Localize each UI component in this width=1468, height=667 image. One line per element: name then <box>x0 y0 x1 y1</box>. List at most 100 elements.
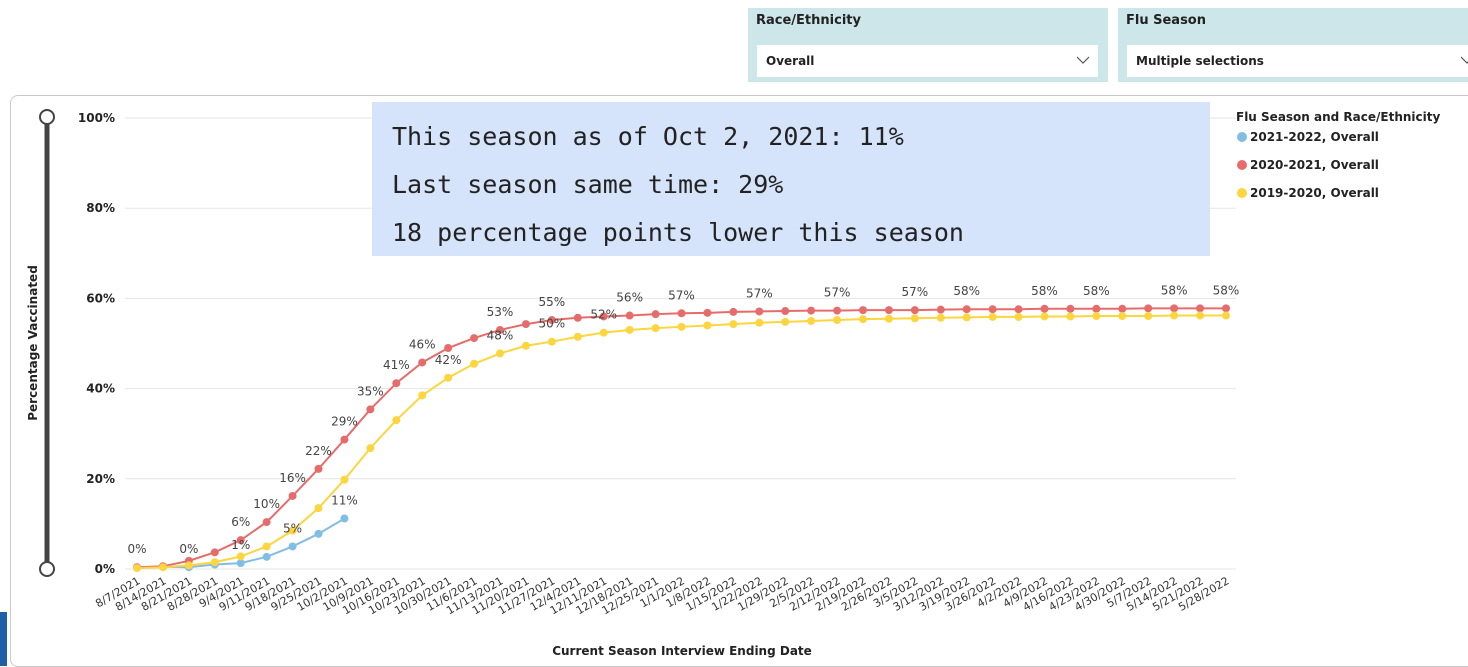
data-label: 58% <box>953 284 980 298</box>
data-point <box>1014 312 1023 321</box>
y-tick-label: 80% <box>86 201 115 215</box>
data-point <box>340 475 349 484</box>
data-label: 5% <box>283 521 302 535</box>
data-label: 11% <box>331 493 358 507</box>
data-point <box>210 558 219 567</box>
data-point <box>444 373 453 382</box>
data-point <box>547 316 556 325</box>
data-point <box>262 542 271 551</box>
race-slicer[interactable]: Race/Ethnicity Overall <box>748 8 1108 82</box>
y-tick-label: 100% <box>78 111 115 125</box>
data-label: 35% <box>357 384 384 398</box>
data-point <box>1196 304 1205 313</box>
data-label: 10% <box>253 497 280 511</box>
data-point <box>703 321 712 330</box>
dropdown[interactable]: Multiple selections <box>1127 45 1468 77</box>
data-point <box>936 305 945 314</box>
data-point <box>755 318 764 327</box>
data-point <box>1144 304 1153 313</box>
slider-handle[interactable] <box>39 561 55 577</box>
y-tick-label: 40% <box>86 382 115 396</box>
legend-label: 2021-2022, Overall <box>1250 130 1379 144</box>
data-point <box>1118 304 1127 313</box>
annotation-line: 18 percentage points lower this season <box>392 218 964 247</box>
data-label: 57% <box>902 285 929 299</box>
data-point <box>288 491 297 500</box>
data-point <box>444 344 453 353</box>
data-point <box>418 358 427 367</box>
data-point <box>988 305 997 314</box>
data-point <box>340 435 349 444</box>
y-tick-label: 60% <box>86 291 115 305</box>
data-point <box>262 518 271 527</box>
data-point <box>496 349 504 358</box>
y-tick-label: 0% <box>95 562 115 576</box>
data-point <box>833 316 842 325</box>
legend-title: Flu Season and Race/Ethnicity <box>1236 110 1440 124</box>
data-point <box>1014 305 1023 314</box>
data-point <box>936 313 945 322</box>
data-point <box>236 559 245 568</box>
data-point <box>703 308 712 317</box>
data-label: 52% <box>590 308 617 322</box>
dropdown[interactable]: Overall <box>757 45 1098 77</box>
data-label: 48% <box>487 328 514 342</box>
data-point <box>651 324 660 333</box>
data-point <box>677 322 686 331</box>
data-point <box>262 552 271 561</box>
data-label: 0% <box>179 542 198 556</box>
chevron <box>1076 56 1090 64</box>
data-label: 50% <box>539 317 566 331</box>
data-label: 16% <box>279 471 306 485</box>
data-point <box>625 311 634 320</box>
data-point <box>807 306 816 315</box>
slicer-title: Flu Season <box>1126 13 1206 28</box>
x-axis-title: Current Season Interview Ending Date <box>552 644 812 658</box>
data-point <box>314 504 323 513</box>
data-point <box>1196 311 1205 320</box>
data-point <box>988 312 997 321</box>
slider-handle[interactable] <box>39 109 55 125</box>
y-axis-title: Percentage Vaccinated <box>26 265 40 421</box>
data-label: 53% <box>487 305 514 319</box>
data-label: 58% <box>1161 283 1188 297</box>
data-label: 42% <box>435 353 462 367</box>
data-point <box>962 305 971 314</box>
data-point <box>962 313 971 322</box>
data-point <box>884 306 893 315</box>
data-point <box>521 320 530 329</box>
data-point <box>1092 304 1101 313</box>
data-point <box>1118 311 1127 320</box>
data-label: 57% <box>746 286 773 300</box>
season-slicer[interactable]: Flu Season Multiple selections <box>1118 8 1468 82</box>
legend-marker <box>1237 188 1247 198</box>
data-point <box>470 334 479 343</box>
data-point <box>1170 304 1179 313</box>
data-point <box>1066 312 1075 321</box>
data-point <box>1222 304 1230 313</box>
data-point <box>599 328 608 337</box>
data-point <box>288 526 297 535</box>
data-point <box>184 561 193 570</box>
data-point <box>781 317 790 326</box>
data-label: 0% <box>127 542 146 556</box>
data-point <box>1040 304 1049 313</box>
data-point <box>418 391 427 400</box>
data-point <box>547 337 556 346</box>
data-point <box>314 464 323 473</box>
legend-label: 2020-2021, Overall <box>1250 158 1379 172</box>
legend-label: 2019-2020, Overall <box>1250 186 1379 200</box>
data-point <box>236 552 245 561</box>
data-point <box>236 536 245 545</box>
data-point <box>314 529 323 538</box>
annotation: This season as of Oct 2, 2021: 11% Last … <box>372 102 1210 256</box>
data-point <box>1222 311 1230 320</box>
annotation-line: This season as of Oct 2, 2021: 11% <box>392 122 904 151</box>
data-point <box>392 379 401 388</box>
data-label: 58% <box>1083 284 1110 298</box>
data-point <box>1144 311 1153 320</box>
data-point <box>521 341 530 350</box>
data-point <box>910 314 919 323</box>
